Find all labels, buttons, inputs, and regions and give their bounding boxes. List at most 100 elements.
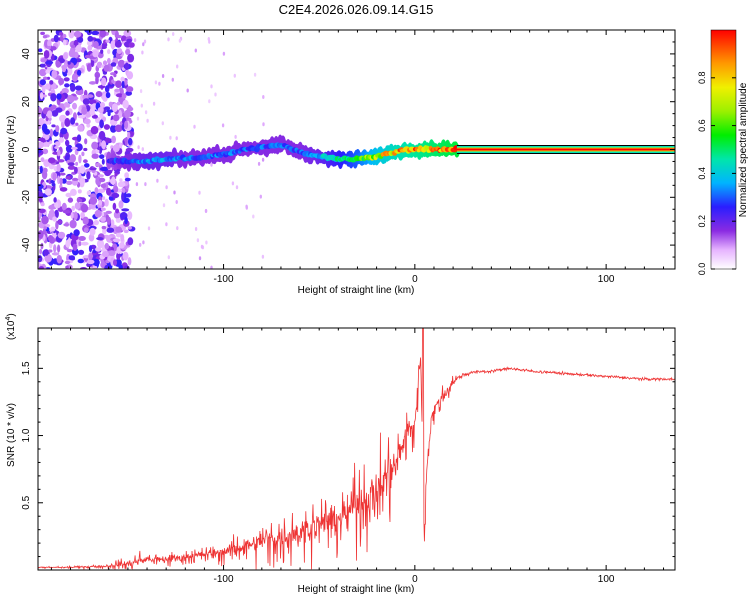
noise-speck	[102, 60, 108, 66]
noise-speck	[96, 237, 104, 241]
noise-speck	[120, 35, 127, 43]
noise-speck	[61, 202, 67, 211]
noise-speck	[70, 211, 75, 219]
noise-speck	[105, 210, 112, 214]
noise-speck	[82, 216, 89, 225]
noise-speck	[113, 185, 119, 193]
noise-speck	[194, 48, 197, 53]
noise-speck	[50, 93, 57, 102]
noise-speck	[171, 77, 174, 82]
noise-speck	[91, 114, 98, 119]
noise-speck	[90, 58, 95, 68]
noise-speck	[76, 134, 82, 142]
colorbar-tick-label: 0.0	[697, 263, 707, 276]
noise-speck	[87, 45, 93, 51]
noise-speck	[252, 214, 255, 219]
noise-speck	[48, 235, 54, 242]
noise-speck	[120, 187, 126, 194]
noise-speck	[103, 124, 110, 130]
noise-speck	[121, 80, 125, 89]
noise-speck	[67, 61, 71, 65]
noise-speck	[105, 39, 110, 43]
noise-speck	[78, 236, 86, 241]
noise-speck	[39, 79, 47, 86]
noise-speck	[92, 50, 99, 58]
noise-speck	[110, 178, 116, 185]
noise-speck	[152, 101, 156, 106]
noise-speck	[39, 68, 47, 77]
noise-speck	[144, 182, 147, 187]
noise-speck	[178, 38, 182, 43]
noise-speck	[175, 136, 178, 141]
noise-speck	[99, 119, 104, 129]
snr-panel: -100 0 100 0.5 1.0 1.5 Height of straight lin…	[5, 313, 676, 595]
noise-speck	[127, 53, 135, 63]
noise-speck	[83, 227, 89, 233]
noise-speck	[110, 124, 117, 133]
noise-speck	[38, 137, 46, 142]
noise-speck	[59, 187, 68, 192]
noise-speck	[38, 118, 45, 126]
noise-speck	[221, 123, 225, 128]
noise-speck	[124, 172, 129, 179]
noise-speck	[126, 86, 134, 93]
noise-speck	[67, 165, 76, 170]
noise-speck	[46, 76, 51, 80]
noise-speck	[104, 85, 110, 93]
spectrogram-xtick-label: 0	[412, 274, 418, 285]
noise-speck	[140, 103, 143, 108]
noise-speck	[104, 106, 111, 110]
noise-speck	[71, 146, 78, 150]
noise-speck	[83, 147, 88, 152]
noise-speck	[123, 79, 128, 86]
noise-speck	[48, 249, 53, 253]
noise-speck	[65, 110, 70, 116]
noise-speck	[75, 44, 82, 53]
noise-speck	[123, 30, 132, 37]
noise-speck	[100, 49, 104, 54]
noise-speck	[194, 227, 198, 231]
noise-speck	[62, 39, 67, 46]
noise-speck	[175, 200, 178, 204]
noise-speck	[106, 109, 114, 113]
snr-multiplier-exp: 4	[5, 317, 12, 321]
noise-speck	[57, 231, 66, 239]
noise-speck	[57, 149, 61, 157]
noise-speck	[94, 209, 102, 218]
snr-ytick-label: 0.5	[21, 495, 32, 509]
noise-speck	[82, 98, 90, 105]
snr-xlabel: Height of straight line (km)	[298, 584, 415, 595]
noise-speck	[57, 244, 61, 253]
noise-speck	[176, 64, 179, 69]
snr-plot-area	[38, 328, 675, 570]
noise-speck	[99, 167, 108, 171]
noise-speck	[127, 257, 132, 266]
spectrogram-xtick-label: -100	[214, 274, 234, 285]
noise-speck	[186, 88, 189, 93]
noise-speck	[127, 131, 131, 139]
noise-speck	[208, 99, 211, 104]
noise-speck	[112, 202, 117, 210]
noise-speck	[200, 244, 204, 249]
noise-speck	[101, 207, 106, 211]
noise-speck	[154, 80, 158, 85]
noise-speck	[104, 137, 111, 143]
noise-speck	[253, 72, 257, 77]
steady-band-core	[456, 148, 675, 151]
spectrogram-ytick-label: 0	[21, 146, 32, 152]
noise-speck	[39, 92, 44, 100]
noise-speck	[259, 194, 262, 199]
noise-speck	[208, 39, 211, 44]
noise-speck	[161, 74, 165, 78]
noise-speck	[70, 117, 76, 125]
noise-speck	[58, 32, 64, 36]
noise-speck	[113, 259, 117, 266]
noise-speck	[87, 35, 94, 42]
noise-speck	[38, 48, 43, 53]
noise-speck	[44, 188, 52, 196]
noise-speck	[51, 252, 60, 256]
noise-speck	[99, 30, 107, 38]
noise-speck	[115, 226, 122, 233]
noise-speck	[51, 104, 57, 110]
